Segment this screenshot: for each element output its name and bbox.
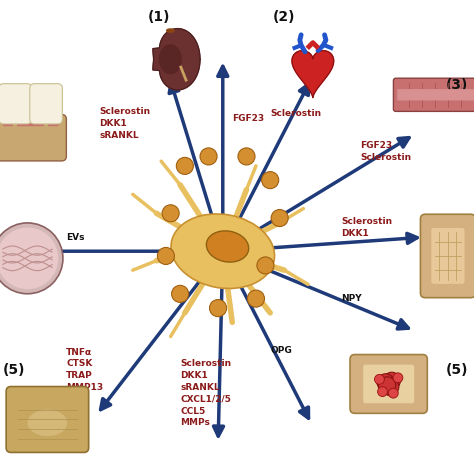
Circle shape <box>200 148 217 165</box>
Ellipse shape <box>206 231 249 262</box>
Circle shape <box>377 374 394 391</box>
FancyBboxPatch shape <box>0 115 66 161</box>
Circle shape <box>247 290 264 307</box>
Text: (5): (5) <box>3 363 26 377</box>
Circle shape <box>378 387 387 397</box>
Circle shape <box>238 148 255 165</box>
Text: FGF23: FGF23 <box>232 114 264 123</box>
Circle shape <box>383 372 401 390</box>
Circle shape <box>271 210 288 227</box>
Ellipse shape <box>171 214 274 289</box>
Circle shape <box>162 205 179 222</box>
Text: EVs: EVs <box>66 233 85 241</box>
Circle shape <box>388 388 398 398</box>
Text: NPY: NPY <box>341 294 362 303</box>
Polygon shape <box>292 51 334 98</box>
Text: Sclerostin
DKK1: Sclerostin DKK1 <box>341 217 392 238</box>
Circle shape <box>0 228 58 289</box>
Circle shape <box>382 378 399 396</box>
Text: FGF23
Sclerostin: FGF23 Sclerostin <box>360 141 411 162</box>
Circle shape <box>380 375 397 392</box>
Circle shape <box>157 247 174 264</box>
Ellipse shape <box>166 28 175 33</box>
Circle shape <box>0 223 63 294</box>
FancyBboxPatch shape <box>350 355 427 413</box>
FancyBboxPatch shape <box>30 84 63 124</box>
Text: Sclerostin: Sclerostin <box>270 109 321 118</box>
Text: (1): (1) <box>147 9 170 24</box>
Circle shape <box>262 172 279 189</box>
Text: OPG: OPG <box>270 346 292 355</box>
Circle shape <box>393 373 403 383</box>
Polygon shape <box>153 28 200 90</box>
Circle shape <box>176 157 193 174</box>
Circle shape <box>379 377 396 394</box>
FancyBboxPatch shape <box>0 84 32 124</box>
FancyBboxPatch shape <box>6 387 89 452</box>
Text: Sclerostin
DKK1
sRANKL: Sclerostin DKK1 sRANKL <box>100 107 151 139</box>
Circle shape <box>374 374 384 384</box>
FancyBboxPatch shape <box>2 106 59 126</box>
Text: (5): (5) <box>446 363 469 377</box>
Polygon shape <box>160 45 181 73</box>
Ellipse shape <box>27 410 67 436</box>
Text: Sclerostin
DKK1
sRANKL
CXCL1/2/5
CCL5
MMPs: Sclerostin DKK1 sRANKL CXCL1/2/5 CCL5 MM… <box>180 359 231 428</box>
Circle shape <box>172 285 189 302</box>
FancyBboxPatch shape <box>393 78 474 111</box>
Text: (3): (3) <box>446 78 469 92</box>
FancyBboxPatch shape <box>420 214 474 298</box>
FancyBboxPatch shape <box>397 89 474 100</box>
FancyBboxPatch shape <box>431 228 465 284</box>
Circle shape <box>257 257 274 274</box>
Text: TNFα
CTSK
TRAP
MMP13: TNFα CTSK TRAP MMP13 <box>66 347 103 392</box>
FancyBboxPatch shape <box>363 365 414 403</box>
Text: (2): (2) <box>273 9 296 24</box>
Circle shape <box>210 300 227 317</box>
